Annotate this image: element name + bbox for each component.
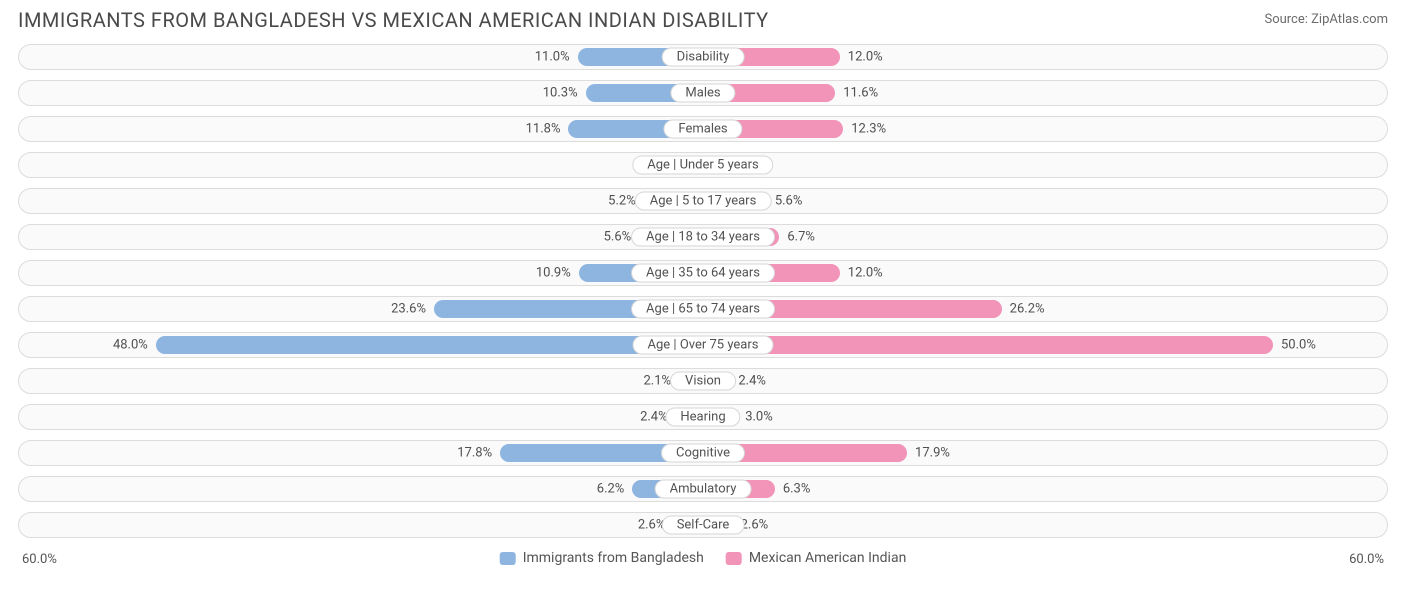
- category-label: Age | 5 to 17 years: [635, 192, 772, 211]
- chart-row: 5.6% 6.7% Age | 18 to 34 years: [18, 224, 1388, 250]
- value-label-left: 2.4%: [640, 410, 668, 425]
- chart-row: 11.0% 12.0% Disability: [18, 44, 1388, 70]
- value-label-left: 48.0%: [113, 338, 148, 353]
- value-label-left: 6.2%: [597, 482, 625, 497]
- legend-item-left: Immigrants from Bangladesh: [500, 550, 704, 566]
- value-label-right: 50.0%: [1281, 338, 1316, 353]
- bar-left: [156, 336, 703, 354]
- value-label-left: 2.1%: [644, 374, 672, 389]
- legend-item-right: Mexican American Indian: [726, 550, 906, 566]
- value-label-right: 12.0%: [848, 266, 883, 281]
- legend: Immigrants from Bangladesh Mexican Ameri…: [500, 550, 907, 566]
- chart-row: 6.2% 6.3% Ambulatory: [18, 476, 1388, 502]
- legend-label-left: Immigrants from Bangladesh: [523, 550, 704, 566]
- value-label-left: 17.8%: [457, 446, 492, 461]
- chart-row: 2.4% 3.0% Hearing: [18, 404, 1388, 430]
- legend-swatch-right: [726, 552, 742, 565]
- value-label-right: 3.0%: [745, 410, 773, 425]
- value-label-left: 11.8%: [526, 122, 561, 137]
- value-label-right: 11.6%: [843, 86, 878, 101]
- category-label: Cognitive: [661, 444, 745, 463]
- category-label: Vision: [670, 372, 736, 391]
- chart-row: 48.0% 50.0% Age | Over 75 years: [18, 332, 1388, 358]
- category-label: Females: [663, 120, 742, 139]
- category-label: Age | Under 5 years: [632, 156, 773, 175]
- chart-title: IMMIGRANTS FROM BANGLADESH VS MEXICAN AM…: [18, 8, 769, 32]
- value-label-left: 23.6%: [391, 302, 426, 317]
- value-label-left: 10.9%: [536, 266, 571, 281]
- source-attribution: Source: ZipAtlas.com: [1264, 8, 1388, 27]
- value-label-left: 11.0%: [535, 50, 570, 65]
- axis-max-right: 60.0%: [1349, 552, 1384, 567]
- category-label: Disability: [662, 48, 745, 67]
- category-label: Age | 35 to 64 years: [631, 264, 775, 283]
- value-label-left: 10.3%: [543, 86, 578, 101]
- value-label-right: 2.6%: [741, 518, 769, 533]
- chart-row: 2.6%2.6%Self-Care: [18, 512, 1388, 538]
- legend-swatch-left: [500, 552, 516, 565]
- bar-right: [703, 336, 1273, 354]
- chart-row: 10.9% 12.0% Age | 35 to 64 years: [18, 260, 1388, 286]
- value-label-left: 5.2%: [608, 194, 636, 209]
- category-label: Age | 18 to 34 years: [631, 228, 775, 247]
- value-label-right: 6.7%: [787, 230, 815, 245]
- value-label-right: 12.0%: [848, 50, 883, 65]
- value-label-right: 2.4%: [738, 374, 766, 389]
- chart-area: 11.0% 12.0% Disability 10.3% 11.6% Males 11.8%…: [0, 38, 1406, 538]
- chart-row: 2.1% 2.4%Vision: [18, 368, 1388, 394]
- chart-row: 23.6% 26.2% Age | 65 to 74 years: [18, 296, 1388, 322]
- category-label: Males: [670, 84, 735, 103]
- value-label-right: 6.3%: [783, 482, 811, 497]
- chart-row: 11.8% 12.3% Females: [18, 116, 1388, 142]
- chart-row: 10.3% 11.6% Males: [18, 80, 1388, 106]
- chart-row: 17.8% 17.9% Cognitive: [18, 440, 1388, 466]
- value-label-right: 17.9%: [915, 446, 950, 461]
- category-label: Self-Care: [662, 516, 745, 535]
- legend-label-right: Mexican American Indian: [749, 550, 906, 566]
- category-label: Hearing: [665, 408, 740, 427]
- category-label: Age | Over 75 years: [633, 336, 774, 355]
- axis-max-left: 60.0%: [22, 552, 57, 567]
- value-label-right: 12.3%: [851, 122, 886, 137]
- category-label: Ambulatory: [655, 480, 752, 499]
- category-label: Age | 65 to 74 years: [631, 300, 775, 319]
- chart-row: 5.2% 5.6%Age | 5 to 17 years: [18, 188, 1388, 214]
- chart-row: 0.85%1.3%Age | Under 5 years: [18, 152, 1388, 178]
- value-label-right: 5.6%: [775, 194, 803, 209]
- value-label-left: 5.6%: [604, 230, 632, 245]
- value-label-right: 26.2%: [1010, 302, 1045, 317]
